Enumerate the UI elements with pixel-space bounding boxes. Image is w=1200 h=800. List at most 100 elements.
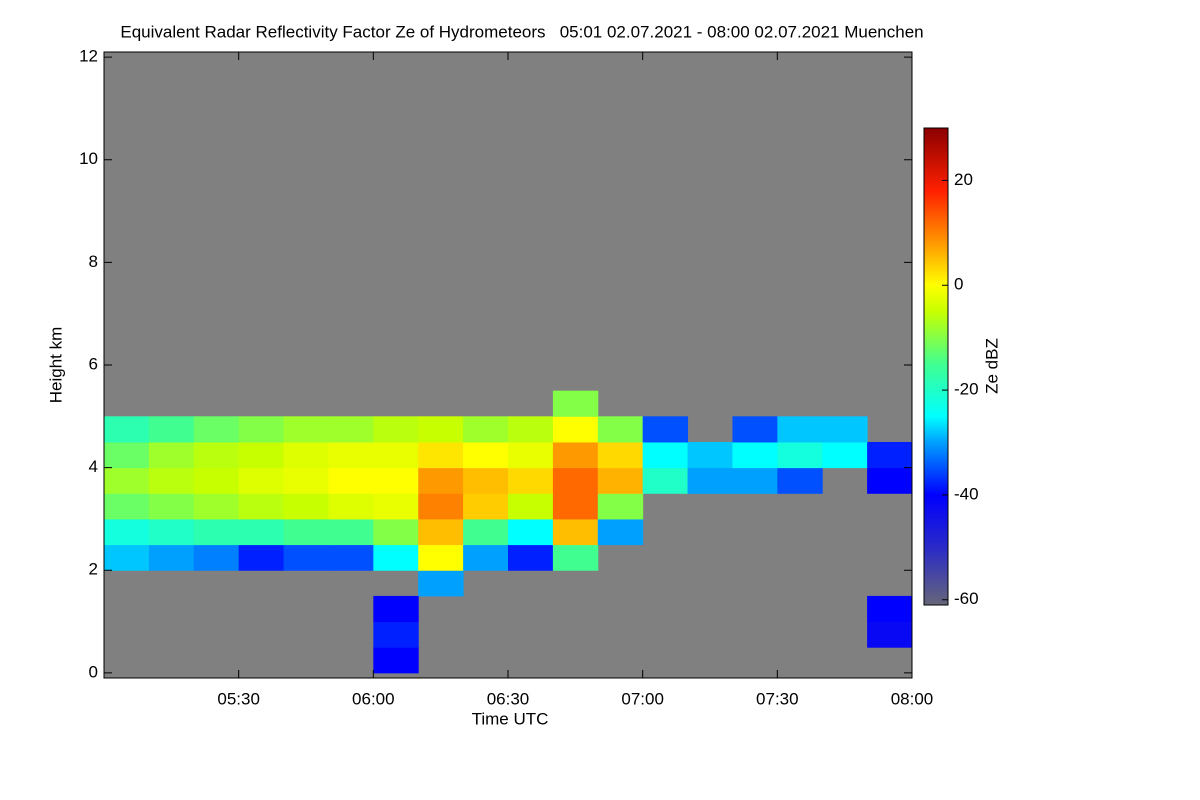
heatmap-cell xyxy=(193,493,240,520)
heatmap-cell xyxy=(552,390,599,417)
heatmap-cell xyxy=(552,518,599,546)
colorbar-tick-label: -40 xyxy=(954,484,979,503)
y-tick-label: 12 xyxy=(79,47,98,66)
heatmap-cell xyxy=(552,416,599,443)
y-tick-label: 10 xyxy=(79,149,98,168)
heatmap-cell xyxy=(193,416,240,443)
heatmap-cell xyxy=(373,416,419,443)
heatmap-cell xyxy=(328,544,374,571)
heatmap-cell xyxy=(238,518,285,546)
heatmap-cell xyxy=(867,467,913,494)
heatmap-cell xyxy=(463,493,509,520)
heatmap-cell xyxy=(597,467,644,494)
heatmap-cell xyxy=(328,518,374,546)
heatmap-cell xyxy=(552,467,599,494)
heatmap-cell xyxy=(418,416,464,443)
heatmap-cell xyxy=(193,544,240,571)
plot-background xyxy=(104,52,912,678)
heatmap-cell xyxy=(777,467,823,494)
heatmap-cell xyxy=(193,441,240,469)
y-tick-label: 6 xyxy=(89,354,98,373)
heatmap-cell xyxy=(148,493,195,520)
heatmap-cell xyxy=(418,467,464,494)
heatmap-cell xyxy=(867,441,913,469)
y-tick-label: 2 xyxy=(89,560,98,579)
heatmap-cell xyxy=(418,518,464,546)
heatmap-cell xyxy=(508,544,554,571)
y-tick-label: 4 xyxy=(89,457,98,476)
heatmap-cell xyxy=(238,544,285,571)
heatmap-cell xyxy=(508,441,554,469)
heatmap-cell xyxy=(148,416,195,443)
heatmap-cell xyxy=(104,518,150,546)
heatmap-cell xyxy=(732,467,778,494)
heatmap-cell xyxy=(777,441,823,469)
heatmap-cell xyxy=(508,416,554,443)
heatmap-cell xyxy=(642,467,689,494)
heatmap-cell xyxy=(238,493,285,520)
y-tick-label: 0 xyxy=(89,662,98,681)
heatmap-cell xyxy=(283,441,329,469)
heatmap-cell xyxy=(104,493,150,520)
heatmap-cell xyxy=(552,441,599,469)
heatmap-cell xyxy=(732,441,778,469)
heatmap-cell xyxy=(463,416,509,443)
heatmap-cell xyxy=(148,518,195,546)
y-axis-label: Height km xyxy=(46,327,65,404)
heatmap-cell xyxy=(418,441,464,469)
colorbar xyxy=(923,127,949,606)
heatmap-cell xyxy=(148,544,195,571)
heatmap-cell xyxy=(238,441,285,469)
heatmap-cell xyxy=(328,416,374,443)
heatmap-cell xyxy=(238,416,285,443)
heatmap-cell xyxy=(328,467,374,494)
heatmap-cell xyxy=(418,570,464,597)
heatmap-cell xyxy=(148,441,195,469)
heatmap-cell xyxy=(822,416,868,443)
heatmap-cell xyxy=(687,441,733,469)
heatmap-cell xyxy=(283,544,329,571)
colorbar-tick-label: 0 xyxy=(954,275,963,294)
x-tick-label: 08:00 xyxy=(891,689,934,708)
heatmap-cell xyxy=(508,493,554,520)
heatmap-cell xyxy=(104,416,150,443)
heatmap-cell xyxy=(642,441,689,469)
heatmap-cell xyxy=(552,544,599,571)
colorbar-label: Ze dBZ xyxy=(982,338,1001,394)
heatmap-cell xyxy=(373,621,419,648)
y-tick-label: 8 xyxy=(89,252,98,271)
heatmap-cell xyxy=(104,441,150,469)
heatmap-cell xyxy=(283,416,329,443)
heatmap-cell xyxy=(328,441,374,469)
heatmap-cell xyxy=(373,595,419,623)
heatmap-cell xyxy=(463,544,509,571)
heatmap-cell xyxy=(687,467,733,494)
heatmap-cell xyxy=(777,416,823,443)
x-tick-label: 07:30 xyxy=(756,689,799,708)
heatmap-cell xyxy=(597,441,644,469)
heatmap-cell xyxy=(642,416,689,443)
heatmap-cell xyxy=(283,518,329,546)
x-axis-label: Time UTC xyxy=(472,709,549,728)
heatmap-cell xyxy=(597,493,644,520)
heatmap-cell xyxy=(597,518,644,546)
x-tick-label: 06:30 xyxy=(487,689,530,708)
heatmap-cell xyxy=(373,647,419,674)
heatmap-cell xyxy=(508,518,554,546)
chart-title: Equivalent Radar Reflectivity Factor Ze … xyxy=(120,22,923,41)
heatmap-cell xyxy=(283,493,329,520)
heatmap-cell xyxy=(732,416,778,443)
heatmap-cell xyxy=(867,621,913,648)
heatmap-cell xyxy=(373,467,419,494)
heatmap-cell xyxy=(552,493,599,520)
heatmap-cell xyxy=(328,493,374,520)
heatmap-cell xyxy=(104,544,150,571)
heatmap-cell xyxy=(373,441,419,469)
heatmap-cell xyxy=(418,544,464,571)
colorbar-tick-label: 20 xyxy=(954,170,973,189)
heatmap-cell xyxy=(463,467,509,494)
colorbar-tick-label: -60 xyxy=(954,589,979,608)
heatmap-cell xyxy=(238,467,285,494)
